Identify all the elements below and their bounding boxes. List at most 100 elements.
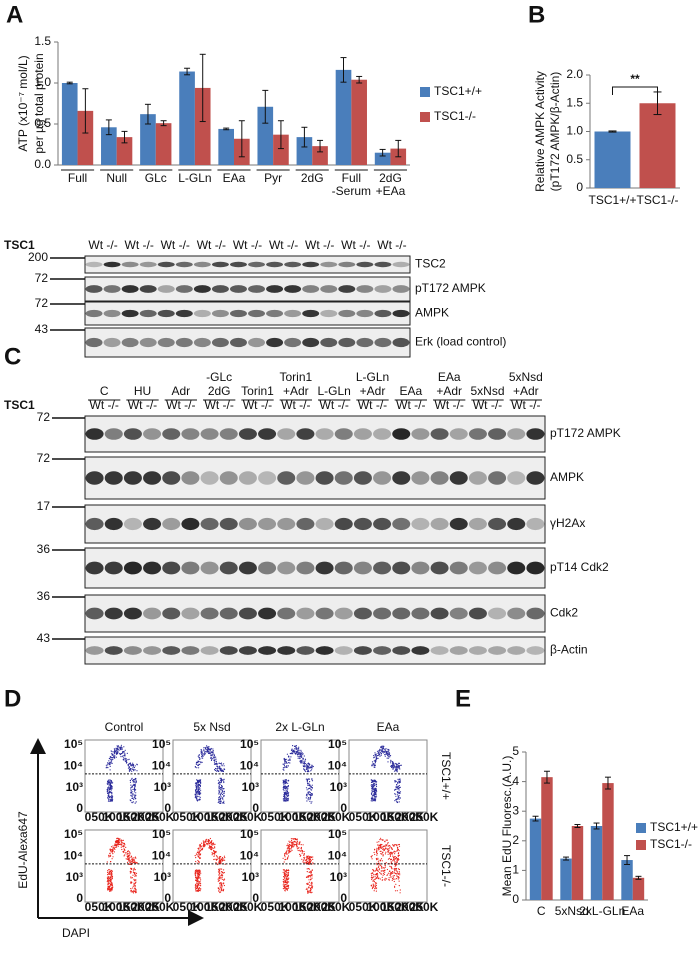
dot <box>198 779 200 782</box>
dot <box>198 767 200 769</box>
dot <box>295 751 298 753</box>
dot <box>215 760 217 763</box>
dot <box>375 868 377 870</box>
dot <box>380 845 382 847</box>
dot <box>373 764 376 767</box>
dot <box>202 848 204 850</box>
band <box>353 428 372 440</box>
x-tick-label: 250K <box>322 900 351 914</box>
y-axis-label: (pT172 AMPK/β-Actin) <box>548 72 562 192</box>
band <box>507 428 526 440</box>
dot <box>133 798 135 801</box>
dot <box>296 752 298 754</box>
dot <box>301 858 303 860</box>
dot <box>123 845 125 848</box>
y-tick-label: 0 <box>576 180 583 194</box>
dot <box>374 886 376 888</box>
dot <box>217 857 219 859</box>
lane-label: Wt -/- <box>358 398 387 412</box>
dot <box>196 779 199 782</box>
dot <box>135 891 137 893</box>
dot <box>308 794 310 796</box>
x-tick-label: 100K <box>190 900 219 914</box>
dot <box>390 858 392 860</box>
dot <box>207 746 209 748</box>
band <box>526 471 545 485</box>
dot <box>386 752 388 754</box>
dot <box>286 786 288 789</box>
dot <box>397 762 400 764</box>
dot <box>394 844 396 846</box>
dot <box>309 859 312 861</box>
dot <box>397 855 399 857</box>
dot <box>130 791 132 793</box>
dot <box>285 885 287 887</box>
dot <box>110 872 113 874</box>
dot <box>214 847 216 849</box>
lane-label: Wt -/- <box>90 398 119 412</box>
dot <box>382 870 384 872</box>
dot <box>380 754 382 756</box>
dot <box>199 798 201 801</box>
dot <box>285 790 287 792</box>
y-tick-label: 0 <box>164 801 171 815</box>
dot <box>196 880 198 882</box>
dot <box>310 887 312 889</box>
dot <box>399 792 401 795</box>
dot <box>290 756 292 758</box>
band-label: γH2Ax <box>550 516 585 530</box>
dot <box>379 748 381 751</box>
dot <box>395 770 397 772</box>
dot <box>209 847 212 849</box>
dot <box>377 866 380 869</box>
band-label: Cdk2 <box>550 606 578 620</box>
dot <box>220 883 223 885</box>
dot <box>288 877 290 879</box>
dot <box>376 872 378 874</box>
band <box>277 517 296 531</box>
dot <box>376 841 378 843</box>
dot <box>220 763 222 765</box>
x-tick-label: 200K <box>219 810 248 824</box>
band <box>200 607 219 620</box>
band <box>229 309 247 318</box>
bar <box>296 137 313 165</box>
band <box>103 261 121 268</box>
dot <box>206 840 208 842</box>
dot <box>309 781 311 783</box>
dot <box>386 878 388 880</box>
dot <box>210 759 213 762</box>
dot <box>373 799 375 801</box>
dot <box>210 843 212 845</box>
dot <box>221 857 224 859</box>
dot <box>287 856 289 858</box>
dot <box>133 779 135 781</box>
dot <box>394 853 396 855</box>
dot <box>372 795 374 797</box>
band <box>353 517 372 531</box>
dot <box>196 794 198 796</box>
dot <box>195 763 197 765</box>
dot <box>128 767 130 769</box>
dot <box>212 756 215 758</box>
dot <box>308 791 311 793</box>
dot <box>311 877 313 879</box>
dot <box>378 752 380 754</box>
dot <box>382 846 384 848</box>
dot <box>108 763 111 766</box>
dot <box>111 884 113 887</box>
x-tick-label: 150K <box>381 900 410 914</box>
dot <box>380 750 382 752</box>
dot <box>298 755 301 757</box>
column-title: Control <box>105 720 144 734</box>
dot <box>310 793 313 795</box>
dot <box>127 855 130 857</box>
dot <box>132 887 134 889</box>
band <box>181 561 200 575</box>
dot <box>284 855 286 857</box>
band <box>277 646 296 655</box>
dot <box>373 788 375 790</box>
dot <box>298 747 300 750</box>
dot <box>110 849 112 851</box>
dot <box>110 750 112 752</box>
